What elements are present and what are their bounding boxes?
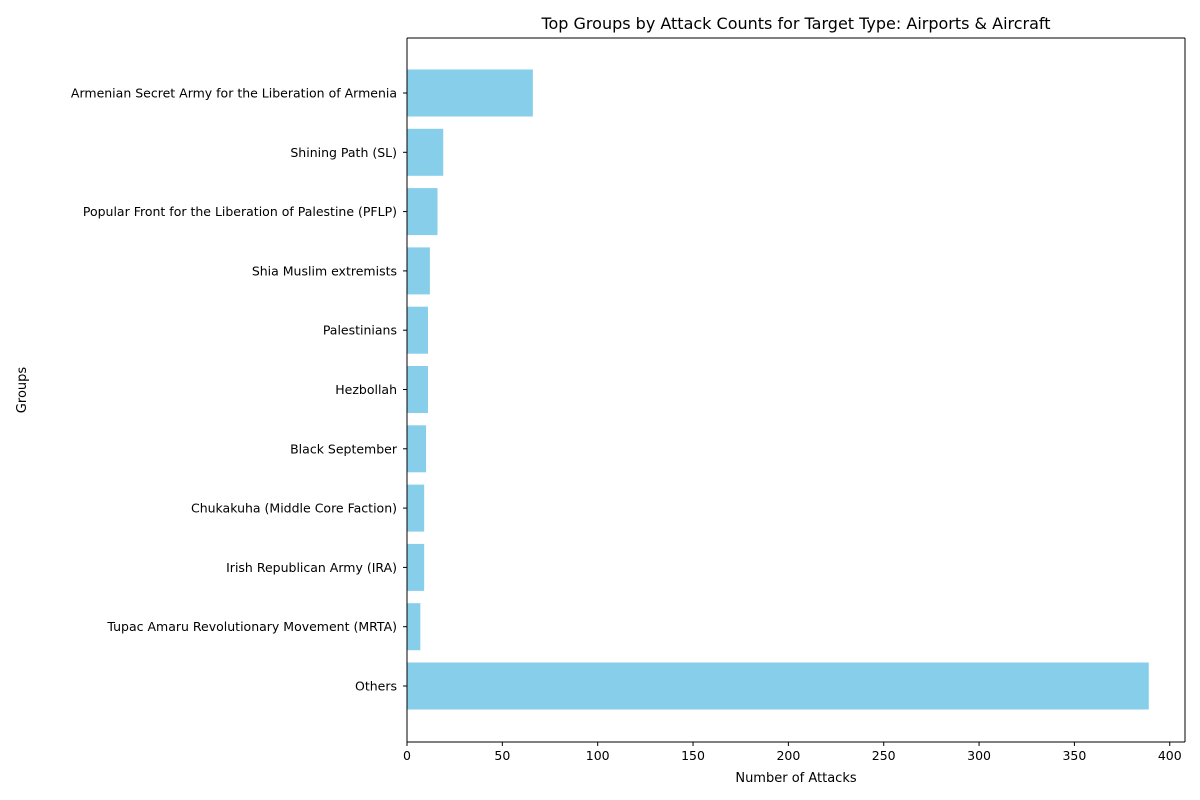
bar — [407, 484, 425, 532]
bars-group — [407, 69, 1149, 710]
y-tick-label: Popular Front for the Liberation of Pale… — [83, 204, 397, 219]
x-axis-ticks: 0 50 100 150 200 250 300 350 400 — [403, 742, 1182, 763]
x-tick-label: 0 — [403, 748, 411, 763]
x-tick-label: 300 — [967, 748, 991, 763]
x-tick-label: 400 — [1158, 748, 1182, 763]
bar — [407, 543, 425, 591]
bar — [407, 425, 427, 473]
y-tick-label: Others — [355, 679, 397, 694]
x-tick-label: 350 — [1062, 748, 1086, 763]
x-tick-label: 50 — [494, 748, 510, 763]
bar — [407, 603, 421, 651]
x-axis-label: Number of Attacks — [735, 771, 857, 786]
bar — [407, 247, 430, 295]
x-tick-label: 150 — [681, 748, 705, 763]
x-tick-label: 100 — [586, 748, 610, 763]
x-tick-label: 250 — [872, 748, 896, 763]
bar — [407, 662, 1149, 710]
y-tick-label: Tupac Amaru Revolutionary Movement (MRTA… — [106, 619, 397, 634]
y-tick-label: Chukakuha (Middle Core Faction) — [191, 501, 397, 516]
y-tick-label: Armenian Secret Army for the Liberation … — [71, 86, 397, 101]
bar — [407, 128, 444, 176]
bar — [407, 69, 533, 117]
bar — [407, 306, 428, 354]
y-tick-label: Hezbollah — [335, 382, 397, 397]
x-tick-label: 200 — [776, 748, 800, 763]
bar — [407, 188, 438, 236]
bar — [407, 366, 428, 413]
y-tick-label: Palestinians — [323, 323, 397, 338]
y-tick-label: Shia Muslim extremists — [252, 263, 397, 278]
y-tick-label: Irish Republican Army (IRA) — [226, 560, 397, 575]
y-tick-label: Shining Path (SL) — [290, 145, 397, 160]
y-axis-ticks: Armenian Secret Army for the Liberation … — [71, 86, 407, 694]
chart-title: Top Groups by Attack Counts for Target T… — [540, 14, 1050, 33]
y-axis-label: Groups — [15, 367, 30, 414]
y-tick-label: Black September — [290, 441, 398, 456]
